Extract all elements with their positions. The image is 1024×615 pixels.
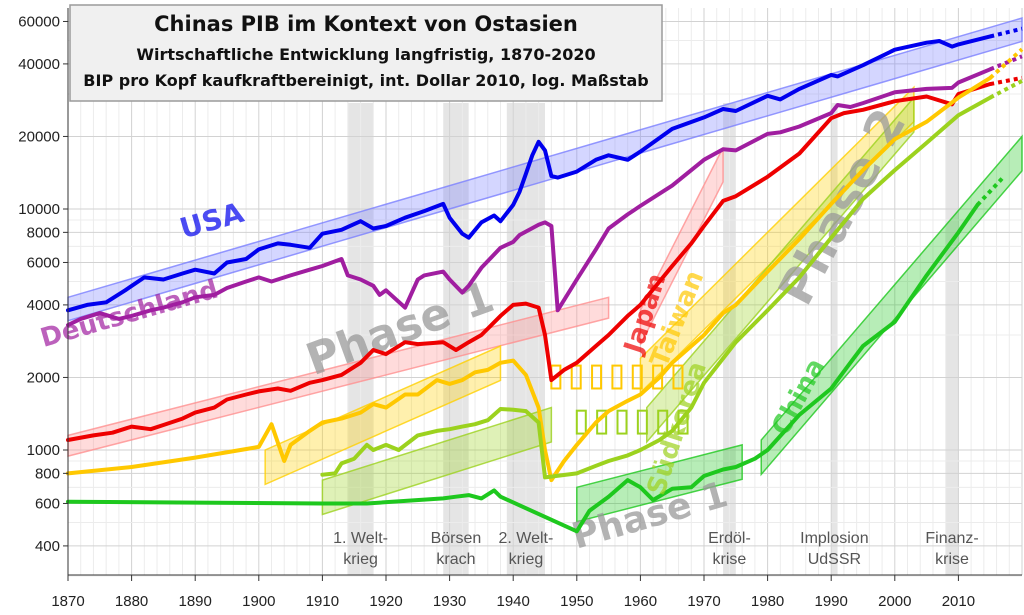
x-tick-label: 1980 (751, 593, 784, 610)
war-gap-box-0 (631, 364, 643, 390)
y-tick-label: 10000 (18, 201, 60, 218)
event-label-0-line1: 1. Welt- (333, 530, 388, 547)
war-gap-box-1 (616, 409, 628, 435)
event-label-5-line1: Finanz- (925, 530, 978, 547)
x-tick-label: 2010 (942, 593, 975, 610)
war-gap-box-1 (657, 409, 669, 435)
axis-layer: 1870 1880 1890 1900 1910 1920 1930 1940 1950 1960… (18, 8, 1022, 610)
y-tick-label: 400 (35, 538, 60, 555)
dotted-extension-3 (988, 47, 1024, 80)
y-tick-label: 800 (35, 465, 60, 482)
x-tick-label: 1910 (306, 593, 339, 610)
war-gap-box-1 (636, 409, 648, 435)
series-line-sdkorea (320, 95, 993, 480)
event-label-3-line1: Erdöl- (708, 530, 751, 547)
y-tick-label: 20000 (18, 128, 60, 145)
event-band-5 (945, 103, 959, 575)
war-gap-box-0 (570, 364, 582, 390)
series-line-deutschland (66, 67, 993, 327)
y-tick-label: 2000 (27, 369, 60, 386)
series-line-china (66, 202, 980, 534)
war-gap-box-1 (575, 409, 587, 435)
y-tick-label: 60000 (18, 13, 60, 30)
event-label-0-line2: krieg (343, 551, 378, 568)
x-tick-label: 1940 (497, 593, 530, 610)
event-label-5-line2: krise (935, 551, 969, 568)
x-tick-label: 1970 (687, 593, 720, 610)
series-line-japan (66, 82, 993, 442)
war-gap-box-0 (611, 364, 623, 390)
y-tick-label: 1000 (27, 442, 60, 459)
x-tick-label: 1990 (815, 593, 848, 610)
x-tick-label: 1960 (624, 593, 657, 610)
x-tick-label: 2000 (878, 593, 911, 610)
x-tick-label: 1890 (179, 593, 212, 610)
x-tick-label: 1880 (115, 593, 148, 610)
dotted-extension-5 (976, 176, 1005, 207)
event-label-2-line2: krieg (509, 551, 544, 568)
event-labels-layer: 1. Welt-krieg Börsen krach 2. Welt-krieg Erd… (333, 530, 979, 568)
dotted-extension-2 (989, 75, 1023, 87)
event-band-4 (831, 103, 838, 575)
title-box: Chinas PIB im Kontext von Ostasien Wirts… (69, 4, 663, 102)
event-label-1-line1: Börsen (431, 530, 482, 547)
x-tick-label: 1870 (51, 593, 84, 610)
event-label-3-line2: krise (713, 551, 747, 568)
event-label-4-line1: Implosion (800, 530, 868, 547)
x-tick-label: 1900 (242, 593, 275, 610)
x-tick-label: 1930 (433, 593, 466, 610)
war-gap-box-0 (672, 364, 684, 390)
x-tick-label: 1920 (369, 593, 402, 610)
chart-subtitle-1: Wirtschaftliche Entwicklung langfristig,… (136, 45, 595, 64)
x-tick-label: 1950 (560, 593, 593, 610)
trend-band-7 (576, 443, 743, 523)
event-label-4-line2: UdSSR (808, 551, 861, 568)
chart-title: Chinas PIB im Kontext von Ostasien (154, 12, 578, 36)
war-gap-box-0 (591, 364, 603, 390)
y-tick-label: 40000 (18, 56, 60, 73)
series-line-taiwan (66, 75, 993, 483)
dotted-extension-1 (989, 54, 1023, 72)
series-line-usa (66, 34, 993, 313)
y-tick-label: 600 (35, 495, 60, 512)
title-box-frame (69, 4, 663, 102)
y-tick-label: 8000 (27, 224, 60, 241)
dotted-extension-0 (989, 26, 1023, 39)
chart-subtitle-2: BIP pro Kopf kaufkraftbereinigt, int. Do… (83, 71, 648, 90)
series-layer (66, 26, 1024, 534)
y-tick-label: 4000 (27, 297, 60, 314)
dotted-extension-4 (989, 79, 1023, 100)
event-label-2-line1: 2. Welt- (499, 530, 554, 547)
trend-band-4 (639, 147, 724, 345)
event-label-1-line2: krach (436, 551, 475, 568)
y-tick-label: 6000 (27, 254, 60, 271)
